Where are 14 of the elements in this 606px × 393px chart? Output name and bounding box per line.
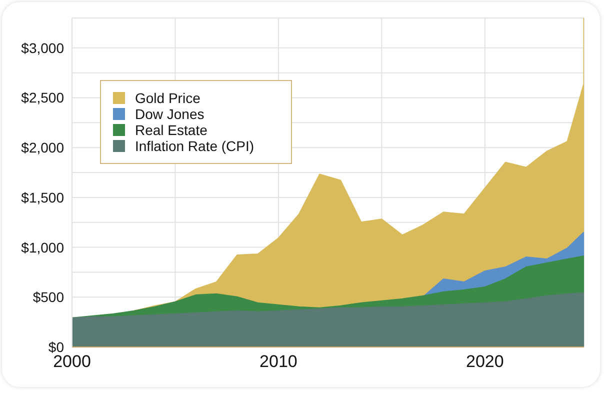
legend-label: Real Estate [135,122,208,138]
y-tick-label: $500 [32,289,64,306]
y-tick-label: $1,000 [21,239,64,256]
x-tick-label: 2020 [466,352,504,372]
legend-label: Gold Price [135,90,200,106]
y-tick-label: $1,500 [21,189,64,206]
legend-label: Inflation Rate (CPI) [135,138,254,154]
y-tick-label: $2,000 [21,140,64,156]
y-tick-label: $0 [48,338,64,355]
x-tick-label: 2000 [53,352,91,372]
legend-label: Dow Jones [135,106,204,122]
y-tick-label: $3,000 [21,40,64,56]
y-tick-label: $2,500 [21,90,64,106]
x-tick-label: 2010 [260,352,298,372]
